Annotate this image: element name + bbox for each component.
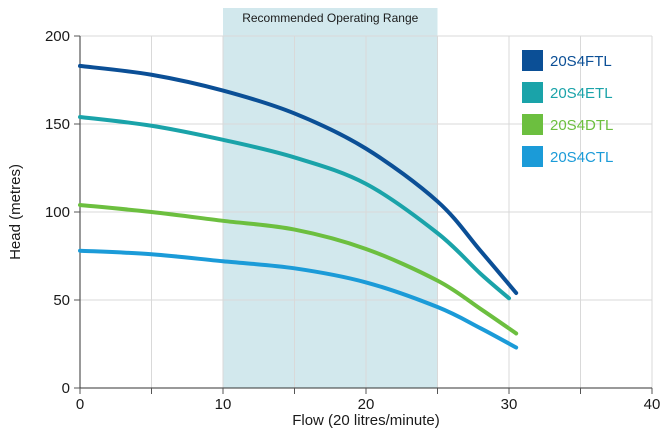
operating-range-band [223,8,438,388]
series-line-20s4etl [78,114,511,301]
grid-lines [80,35,653,388]
legend-swatch [522,50,543,71]
legend: 20S4FTL 20S4ETL 20S4DTL 20S4CTL [522,50,613,167]
series-line-20s4dtl [78,202,519,336]
operating-range-label: Recommended Operating Range [242,11,418,25]
legend-swatch [522,146,543,167]
legend-label: 20S4CTL [550,149,613,166]
legend-label: 20S4DTL [550,117,613,134]
legend-label: 20S4ETL [550,85,613,102]
y-tick-label: 150 [45,116,70,133]
x-tick-label: 40 [644,396,661,413]
x-tick-label: 10 [215,396,232,413]
x-tick-label: 0 [76,396,84,413]
y-tick-label: 100 [45,204,70,221]
legend-label: 20S4FTL [550,53,612,70]
operating-range-band-group: Recommended Operating Range [223,8,438,388]
legend-swatch [522,82,543,103]
y-tick-label: 200 [45,28,70,45]
series-line-20s4ftl [78,63,519,295]
x-tick-label: 20 [358,396,375,413]
y-axis-label: Head (metres) [7,164,24,260]
axes: 0 10 20 30 40 0 50 100 150 200 [45,28,660,413]
series-line-20s4ctl [78,248,519,350]
y-tick-label: 50 [53,292,70,309]
x-axis-label: Flow (20 litres/minute) [292,412,440,429]
legend-swatch [522,114,543,135]
x-tick-label: 30 [501,396,518,413]
series-lines [78,63,519,350]
y-tick-label: 0 [62,380,70,397]
